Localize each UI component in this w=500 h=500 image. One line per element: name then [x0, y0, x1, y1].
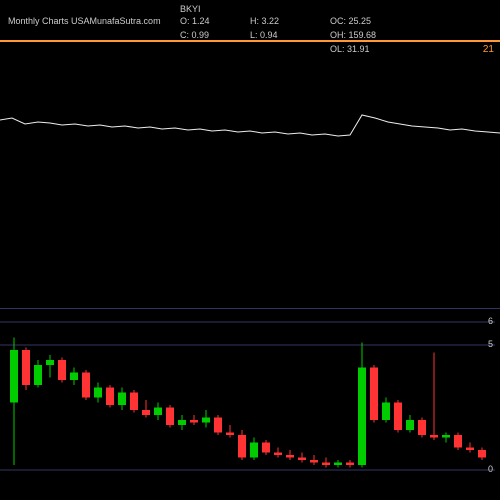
y-axis-label: 0 [488, 464, 493, 474]
line-chart-svg [0, 60, 500, 200]
ohlc-close: C: 0.99 [180, 30, 209, 40]
header-divider [0, 40, 500, 42]
right-indicator: 21 [483, 44, 494, 55]
lower-candle-chart[interactable]: 6 5 0 [0, 310, 495, 485]
ohlc-oc: OC: 25.25 [330, 16, 371, 26]
candle-chart-svg [0, 310, 495, 485]
chart-header: Monthly Charts USAMunafaSutra.com BKYI O… [0, 0, 500, 40]
ohlc-open: O: 1.24 [180, 16, 210, 26]
ohlc-oh: OH: 159.68 [330, 30, 376, 40]
ohlc-low: L: 0.94 [250, 30, 278, 40]
chart-title: Monthly Charts USAMunafaSutra.com [8, 16, 161, 26]
y-axis-label: 6 [488, 316, 493, 326]
ohlc-high: H: 3.22 [250, 16, 279, 26]
panel-separator [0, 308, 500, 309]
upper-line-chart[interactable] [0, 60, 500, 200]
y-axis-label: 5 [488, 339, 493, 349]
ohlc-ol: OL: 31.91 [330, 44, 370, 54]
ticker-symbol: BKYI [180, 4, 201, 14]
